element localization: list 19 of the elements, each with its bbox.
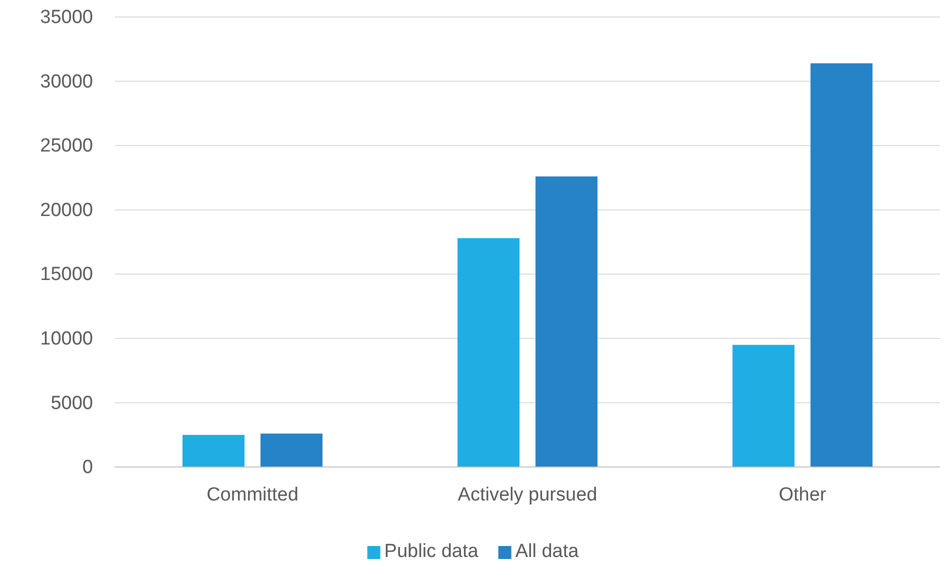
- y-tick-label: 15000: [40, 264, 93, 286]
- legend-label: Public data: [384, 541, 479, 562]
- y-tick-label: 0: [82, 457, 93, 478]
- x-tick-label: Actively pursued: [458, 484, 598, 506]
- legend-label: All data: [515, 541, 580, 562]
- bar: [810, 63, 872, 467]
- y-tick-label: 20000: [40, 200, 93, 221]
- bar: [182, 434, 244, 467]
- x-tick-label: Committed: [206, 484, 298, 506]
- bar: [536, 176, 598, 467]
- y-tick-label: 10000: [40, 328, 93, 350]
- y-tick-label: 35000: [40, 7, 93, 28]
- y-tick-label: 25000: [40, 136, 93, 157]
- y-tick-label: 5000: [50, 392, 93, 414]
- y-tick-label: 30000: [40, 71, 93, 92]
- bar: [732, 344, 794, 467]
- bar: [260, 434, 322, 467]
- x-tick-label: Other: [778, 484, 827, 506]
- bar: [458, 238, 520, 467]
